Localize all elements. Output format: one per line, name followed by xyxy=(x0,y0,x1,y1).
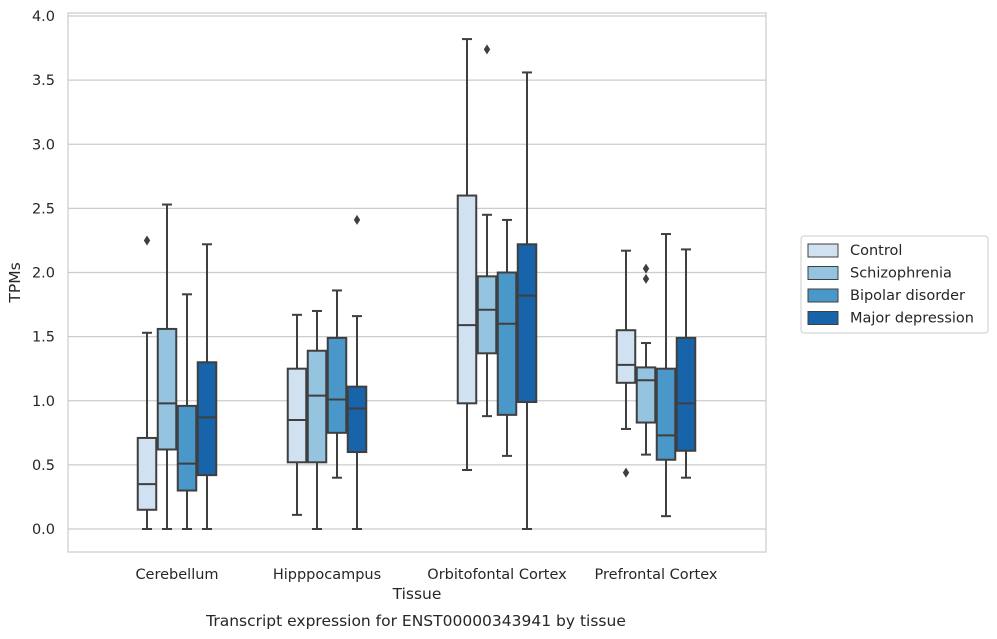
box-body xyxy=(615,329,637,384)
box-body xyxy=(136,436,158,511)
y-tick-label: 1.5 xyxy=(32,330,55,346)
box-2-2 xyxy=(496,218,518,457)
legend-entry-label: Bipolar disorder xyxy=(850,288,965,304)
legend-entry-label: Schizophrenia xyxy=(850,266,952,282)
box-3-2 xyxy=(655,233,677,518)
box-0-1 xyxy=(156,203,178,530)
y-tick-label: 0.0 xyxy=(32,522,55,538)
x-tick-label: Hipppocampus xyxy=(273,567,381,583)
box-body xyxy=(675,336,697,452)
boxes xyxy=(136,38,697,530)
box-2-3 xyxy=(516,71,538,530)
legend-swatch xyxy=(807,266,839,280)
box-1-2 xyxy=(326,289,348,479)
box-body xyxy=(346,385,368,454)
x-axis-ticks: Cerebellum Hipppocampus Orbitofontal Corte… xyxy=(135,567,717,583)
box-2-1 xyxy=(476,44,498,418)
box-body xyxy=(176,404,198,492)
y-tick-label: 4.0 xyxy=(32,9,55,25)
box-body xyxy=(655,367,677,461)
y-tick-label: 0.5 xyxy=(32,458,55,474)
legend-frame xyxy=(800,235,989,334)
y-tick-label: 3.0 xyxy=(32,137,55,153)
outlier-marker xyxy=(483,44,491,55)
box-0-2 xyxy=(176,293,198,530)
x-tick-label: Cerebellum xyxy=(135,567,218,583)
legend-swatch xyxy=(807,311,839,325)
box-1-3 xyxy=(346,214,368,530)
plot-area-frame xyxy=(67,12,767,553)
y-tick-label: 2.0 xyxy=(32,266,55,282)
outlier-marker xyxy=(642,263,650,274)
box-2-0 xyxy=(456,38,478,472)
outlier-marker xyxy=(622,467,630,478)
box-body xyxy=(456,194,478,405)
y-tick-label: 3.5 xyxy=(32,73,55,89)
box-1-0 xyxy=(286,313,308,516)
legend-entry-label: Major depression xyxy=(850,311,974,327)
y-axis-ticks: 0.0 0.5 1.0 1.5 2.0 2.5 3.0 3.5 4.0 xyxy=(32,9,55,538)
box-1-1 xyxy=(306,309,328,530)
box-body xyxy=(476,275,498,355)
outlier-marker xyxy=(353,214,361,225)
box-body xyxy=(326,336,348,434)
box-body xyxy=(286,367,308,464)
box-body xyxy=(196,361,218,477)
box-body xyxy=(496,271,518,416)
x-tick-label: Orbitofontal Cortex xyxy=(427,567,567,583)
box-body xyxy=(635,366,657,424)
x-axis-label: Tissue xyxy=(392,585,442,603)
box-body xyxy=(516,243,538,404)
legend-swatch xyxy=(807,288,839,303)
box-3-3 xyxy=(675,248,697,479)
y-axis-label: TPMs xyxy=(6,262,24,303)
box-0-0 xyxy=(136,235,158,530)
legend-swatch xyxy=(807,243,839,258)
legend: Control Schizophrenia Bipolar disorder Majo… xyxy=(800,235,989,334)
y-tick-label: 1.0 xyxy=(32,394,55,410)
box-body xyxy=(306,349,328,464)
outlier-marker xyxy=(642,273,650,284)
outlier-marker xyxy=(143,235,151,246)
chart-caption: Transcript expression for ENST0000034394… xyxy=(205,612,626,630)
box-0-3 xyxy=(196,243,218,530)
box-3-0 xyxy=(615,249,637,478)
y-tick-label: 2.5 xyxy=(32,201,55,217)
x-tick-label: Prefrontal Cortex xyxy=(595,567,718,583)
box-3-1 xyxy=(635,263,657,456)
legend-entry-label: Control xyxy=(850,243,902,259)
box-body xyxy=(156,327,178,451)
